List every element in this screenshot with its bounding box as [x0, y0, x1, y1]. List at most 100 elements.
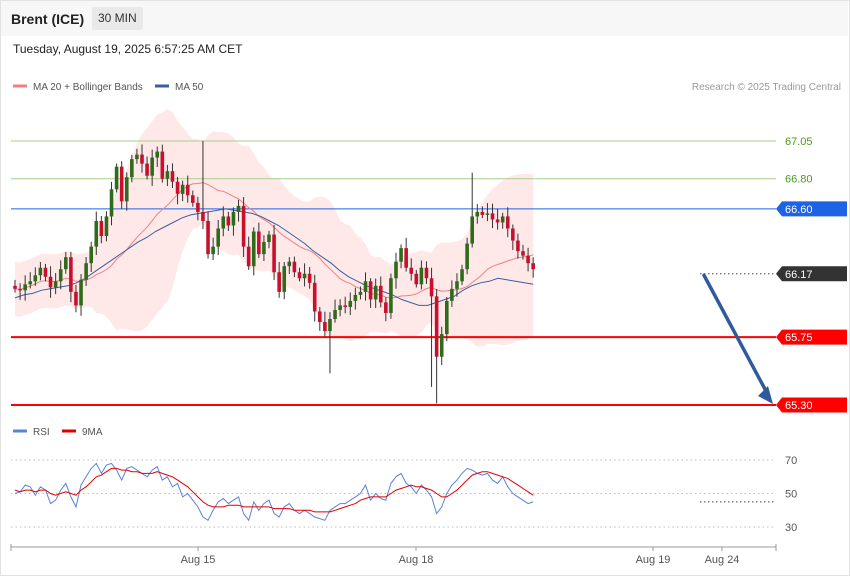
candle-body: [419, 267, 424, 285]
candle: [445, 297, 449, 342]
candle: [526, 247, 530, 272]
rsi-legend-label: RSI: [33, 427, 50, 438]
candle: [419, 260, 424, 290]
candle-body: [323, 322, 327, 332]
instrument-title: Brent (ICE): [11, 11, 85, 27]
candle-body: [378, 285, 383, 303]
candle: [439, 326, 444, 366]
candle-body: [114, 166, 119, 190]
candle-body: [373, 285, 378, 300]
candle-body: [277, 272, 281, 292]
candle-body: [94, 220, 99, 247]
candle: [348, 292, 353, 315]
candle: [170, 163, 175, 189]
candle: [450, 280, 454, 307]
candle-body: [170, 171, 175, 182]
candle: [495, 209, 500, 230]
candle: [84, 257, 88, 287]
candle-body: [104, 216, 109, 237]
candle-body: [140, 154, 144, 164]
candle-body: [429, 278, 434, 297]
level-tag-65.30: [776, 397, 847, 413]
rsi-line: [14, 462, 534, 522]
candle: [185, 175, 190, 203]
candle-body: [262, 242, 266, 255]
candle-body: [399, 248, 403, 262]
candle: [145, 156, 149, 180]
candle-body: [389, 278, 393, 313]
candle-body: [99, 220, 104, 237]
candle-body: [363, 281, 368, 292]
candle: [104, 211, 109, 242]
candle-body: [135, 154, 139, 160]
candle-body: [236, 205, 241, 212]
candle: [475, 204, 480, 224]
candle-body: [38, 267, 43, 276]
candle-body: [282, 266, 287, 292]
level-label-66.80: 66.80: [785, 174, 813, 186]
candle: [262, 235, 266, 262]
candle-body: [69, 257, 73, 292]
candle: [490, 203, 495, 229]
candle-body: [312, 282, 317, 312]
candle: [516, 233, 520, 259]
level-tags: 67.05 66.80 66.60 66.17 65.75 65.30: [776, 136, 847, 413]
research-credit: Research © 2025 Trading Central: [692, 82, 841, 93]
candle-body: [185, 184, 190, 196]
candle-body: [521, 251, 525, 256]
candle-body: [206, 220, 210, 255]
candle-body: [180, 184, 185, 194]
candle-body: [328, 319, 332, 332]
candle-body: [18, 288, 22, 291]
price-levels: [11, 140, 776, 406]
candle: [165, 164, 170, 186]
candle: [531, 257, 535, 278]
candle: [201, 141, 205, 230]
rsi-tick-30: 30: [785, 522, 797, 534]
candle-body: [165, 171, 170, 179]
candle: [33, 267, 38, 286]
forecast-arrow-head: [758, 386, 773, 404]
candle: [18, 283, 22, 300]
level-label-65.30: 65.30: [785, 400, 813, 412]
candle: [119, 161, 124, 209]
candle-body: [348, 300, 353, 307]
candle: [226, 211, 231, 232]
candle-body: [434, 296, 439, 357]
candle-body: [89, 246, 93, 264]
rsi-panel: 70 50 30: [11, 455, 797, 534]
candle-body: [358, 291, 363, 295]
candle: [236, 199, 241, 222]
candle: [28, 272, 33, 289]
candle: [368, 278, 373, 308]
candle: [191, 190, 195, 207]
candle: [13, 279, 17, 293]
candle: [389, 273, 393, 319]
candle: [211, 237, 215, 260]
ma20-legend-label: MA 20 + Bollinger Bands: [33, 82, 143, 93]
candle-body: [394, 261, 398, 279]
rsi-tick-50: 50: [785, 489, 797, 501]
forecast-arrow-line: [702, 273, 768, 393]
candle-body: [500, 216, 505, 223]
candle: [394, 252, 398, 289]
candle-body: [480, 211, 485, 215]
candle-body: [343, 305, 347, 307]
candle: [257, 222, 261, 259]
rsi-ma-legend-label: 9MA: [82, 427, 103, 438]
candle: [221, 206, 226, 237]
candle: [74, 284, 78, 313]
candle-body: [226, 216, 231, 226]
candle-body: [231, 211, 236, 226]
candle-body: [450, 288, 454, 301]
candle: [251, 227, 256, 276]
x-tick-label: Aug 15: [181, 554, 216, 566]
candle: [89, 241, 93, 272]
timeframe-button[interactable]: 30 MIN: [92, 7, 143, 30]
candle: [511, 224, 515, 251]
candle: [455, 273, 459, 297]
candle-body: [470, 216, 474, 244]
candle: [196, 196, 200, 221]
candle-body: [526, 255, 530, 264]
